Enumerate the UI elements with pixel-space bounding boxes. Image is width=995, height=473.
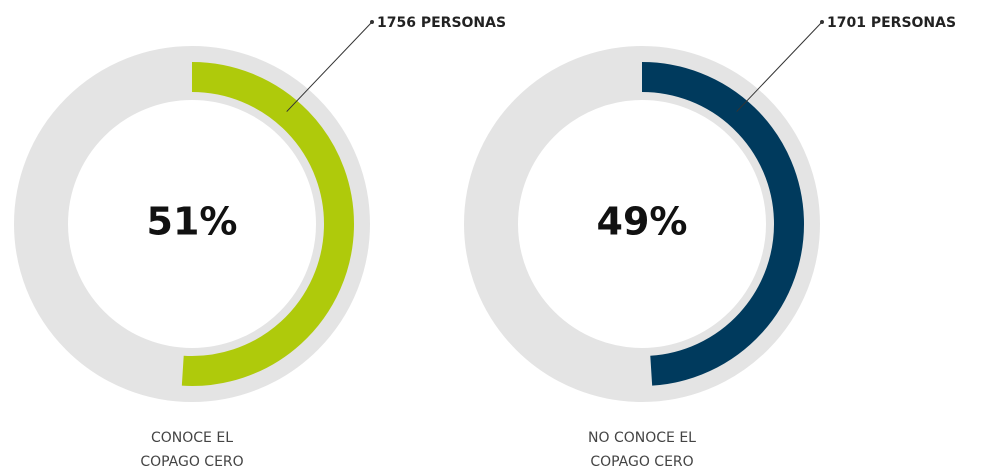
leader-line: [286, 21, 373, 112]
category-label: COPAGO CERO: [140, 454, 243, 470]
leader-dot: [820, 20, 824, 24]
annotation: 1701 PERSONAS: [827, 15, 956, 31]
donut-arc: [181, 62, 354, 386]
category-label: NO CONOCE EL: [588, 430, 696, 446]
category-label: CONOCE EL: [151, 430, 233, 446]
percent-label: 51%: [147, 200, 238, 244]
percent-label: 49%: [597, 200, 688, 244]
category-label: COPAGO CERO: [590, 454, 693, 470]
annotation: 1756 PERSONAS: [377, 15, 506, 31]
leader-dot: [370, 20, 374, 24]
leader-line: [736, 21, 823, 112]
donut-arc: [641, 62, 804, 386]
